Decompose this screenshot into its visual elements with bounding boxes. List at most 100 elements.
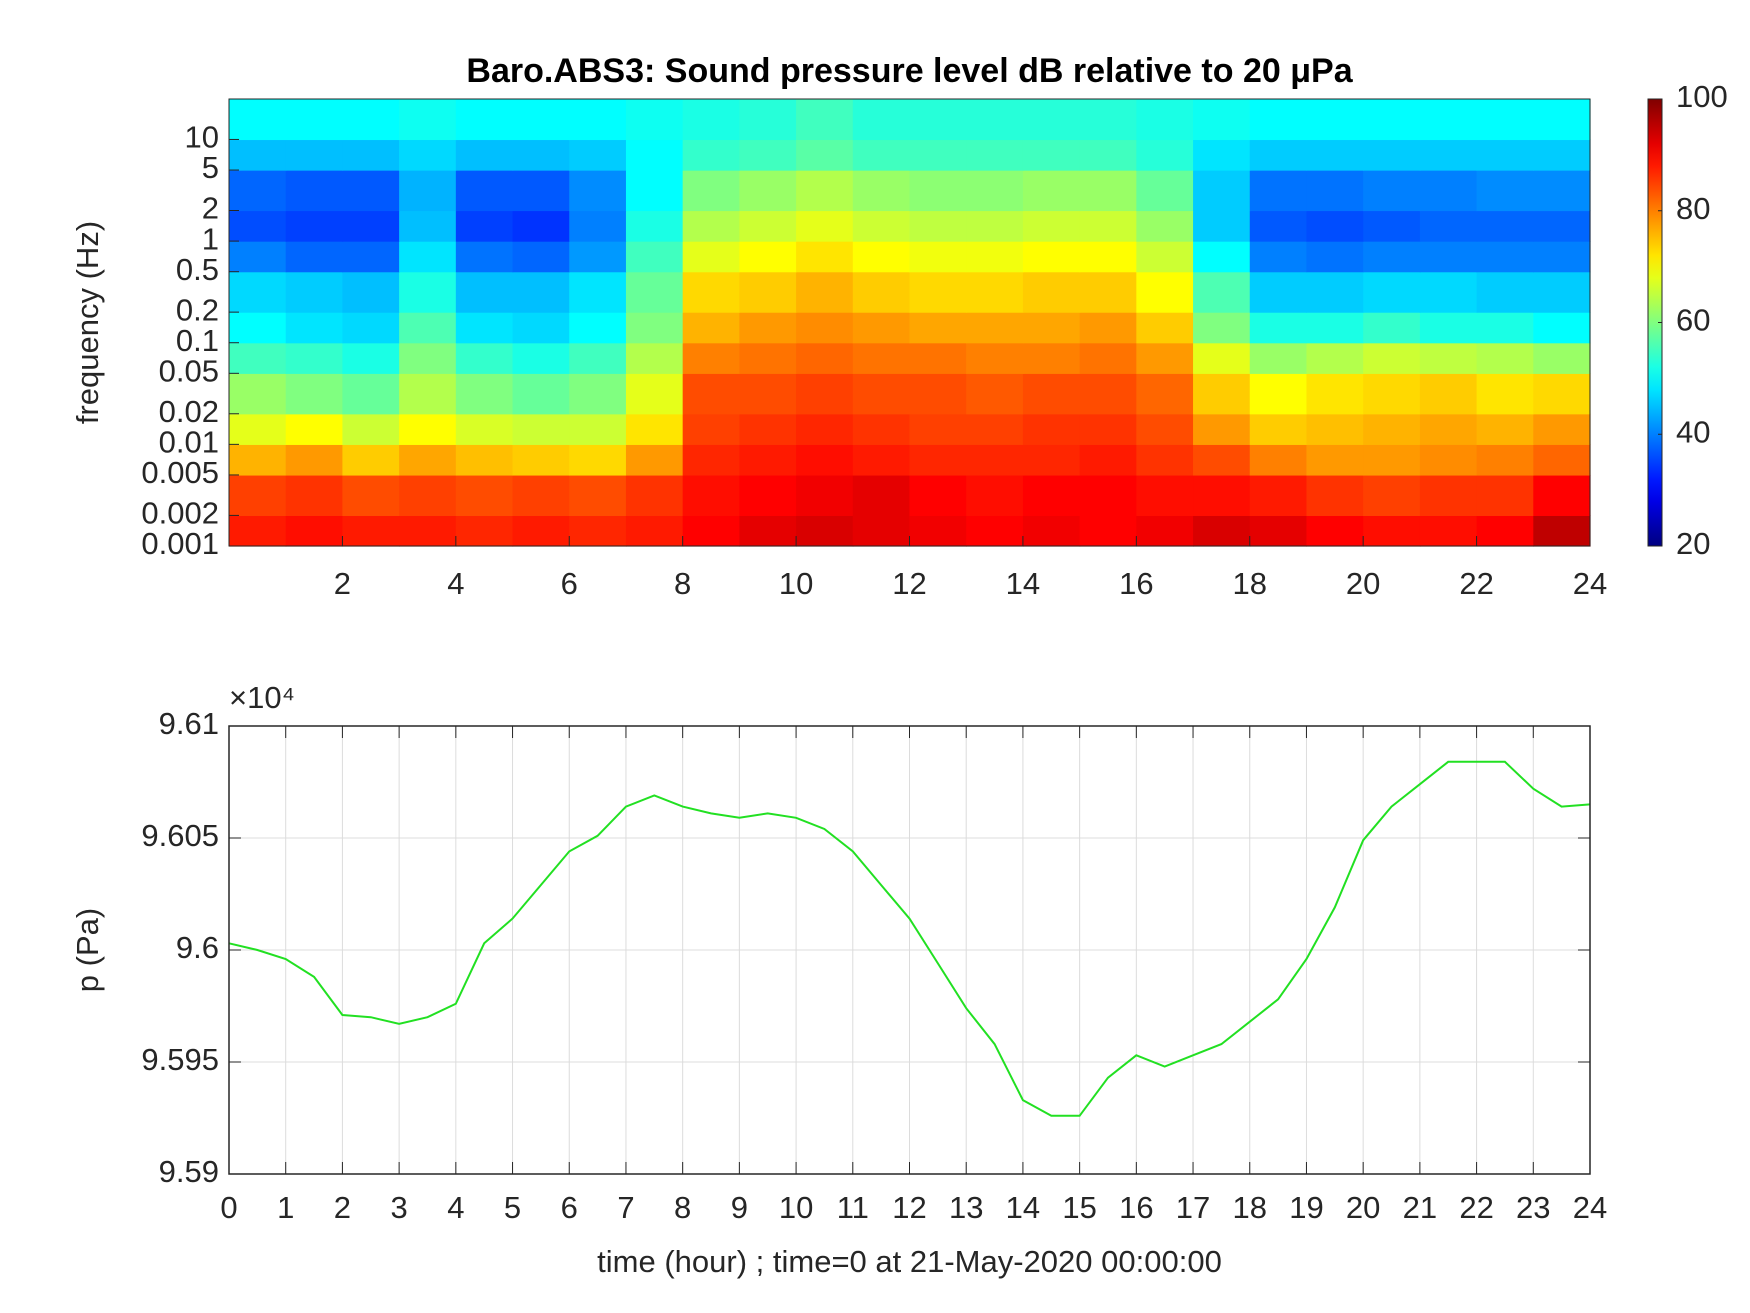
heat-cell: [455, 170, 514, 212]
heat-cell: [1193, 474, 1251, 517]
heat-cell: [1419, 342, 1478, 374]
heat-cell: [569, 342, 627, 374]
heat-cell: [1306, 271, 1364, 313]
heat-cell: [852, 170, 911, 212]
heat-cell: [966, 99, 1024, 141]
heat-cell: [342, 444, 400, 476]
heat-cell: [1363, 312, 1421, 344]
heat-cell: [1476, 474, 1534, 517]
heat-cell: [569, 271, 627, 313]
heat-cell: [796, 515, 854, 547]
heat-cell: [285, 210, 344, 242]
heat-cell: [1419, 271, 1478, 313]
y-multiplier: ×10⁴: [229, 680, 295, 715]
heat-cell: [625, 170, 684, 212]
heat-cell: [569, 474, 627, 517]
heat-cell: [512, 474, 570, 517]
heat-cell: [966, 210, 1024, 242]
heat-cell: [455, 99, 514, 141]
x-tick-label: 14: [1006, 1190, 1040, 1225]
heat-cell: [285, 312, 344, 344]
heat-cell: [1419, 444, 1478, 476]
heat-cell: [1193, 271, 1251, 313]
heat-cell: [909, 210, 967, 242]
colorbar-tick-label: 20: [1676, 526, 1710, 561]
heat-cell: [625, 271, 684, 313]
heat-cell: [1419, 139, 1478, 171]
heat-cell: [229, 474, 287, 517]
heat-cell: [852, 413, 911, 445]
heat-cell: [229, 515, 287, 547]
heat-cell: [1249, 271, 1308, 313]
heat-cell: [1079, 170, 1137, 212]
heat-cell: [682, 373, 740, 415]
heat-cell: [625, 241, 684, 273]
heat-cell: [512, 444, 570, 476]
heat-cell: [1193, 139, 1251, 171]
heat-cell: [1079, 312, 1137, 344]
heat-cell: [966, 139, 1024, 171]
x-tick-label: 0: [220, 1190, 237, 1225]
heat-cell: [909, 474, 967, 517]
heat-cell: [1533, 342, 1591, 374]
heat-cell: [1079, 413, 1137, 445]
heat-cell: [909, 241, 967, 273]
heat-cell: [1136, 312, 1194, 344]
heat-cell: [1476, 99, 1534, 141]
heat-cell: [796, 444, 854, 476]
heat-cell: [1533, 312, 1591, 344]
x-tick-label: 20: [1346, 1190, 1380, 1225]
heat-cell: [569, 99, 627, 141]
heat-cell: [342, 474, 400, 517]
heat-cell: [229, 312, 287, 344]
heat-cell: [399, 271, 457, 313]
heat-cell: [1193, 373, 1251, 415]
heat-cell: [1306, 413, 1364, 445]
heat-cell: [512, 271, 570, 313]
heat-cell: [1136, 271, 1194, 313]
heat-cell: [342, 312, 400, 344]
heat-cell: [1136, 139, 1194, 171]
y-tick-label: 0.002: [141, 496, 219, 531]
heat-cell: [1249, 139, 1308, 171]
heat-cell: [1419, 170, 1478, 212]
heat-cell: [1419, 99, 1478, 141]
heat-cell: [682, 241, 740, 273]
heat-cell: [569, 515, 627, 547]
heat-cell: [625, 312, 684, 344]
heat-cell: [342, 373, 400, 415]
x-tick-label: 17: [1176, 1190, 1210, 1225]
heat-cell: [1476, 413, 1534, 445]
y-tick-label: 1: [202, 221, 219, 256]
heat-cell: [739, 474, 797, 517]
heat-cell: [512, 99, 570, 141]
y-tick-label: 2: [202, 191, 219, 226]
heat-cell: [909, 373, 967, 415]
heat-cell: [399, 342, 457, 374]
heat-cell: [1363, 444, 1421, 476]
heat-cell: [909, 342, 967, 374]
heat-cell: [966, 515, 1024, 547]
heat-cell: [1022, 271, 1081, 313]
x-tick-label: 4: [447, 1190, 464, 1225]
heat-cell: [1249, 210, 1308, 242]
heat-cell: [1306, 444, 1364, 476]
heat-cell: [285, 170, 344, 212]
heat-cell: [512, 342, 570, 374]
heat-cell: [1249, 312, 1308, 344]
heat-cell: [739, 139, 797, 171]
x-tick-label: 6: [561, 1190, 578, 1225]
heat-cell: [1022, 241, 1081, 273]
y-tick-label: 0.1: [176, 323, 219, 358]
heat-cell: [455, 373, 514, 415]
heat-cell: [399, 139, 457, 171]
x-tick-label: 10: [779, 566, 813, 601]
heat-cell: [1306, 373, 1364, 415]
x-tick-label: 21: [1403, 1190, 1437, 1225]
heat-cell: [1022, 413, 1081, 445]
heat-cell: [285, 271, 344, 313]
x-tick-label: 8: [674, 1190, 691, 1225]
heat-cell: [285, 99, 344, 141]
y-tick-label: 0.02: [159, 394, 219, 429]
heat-cell: [796, 342, 854, 374]
